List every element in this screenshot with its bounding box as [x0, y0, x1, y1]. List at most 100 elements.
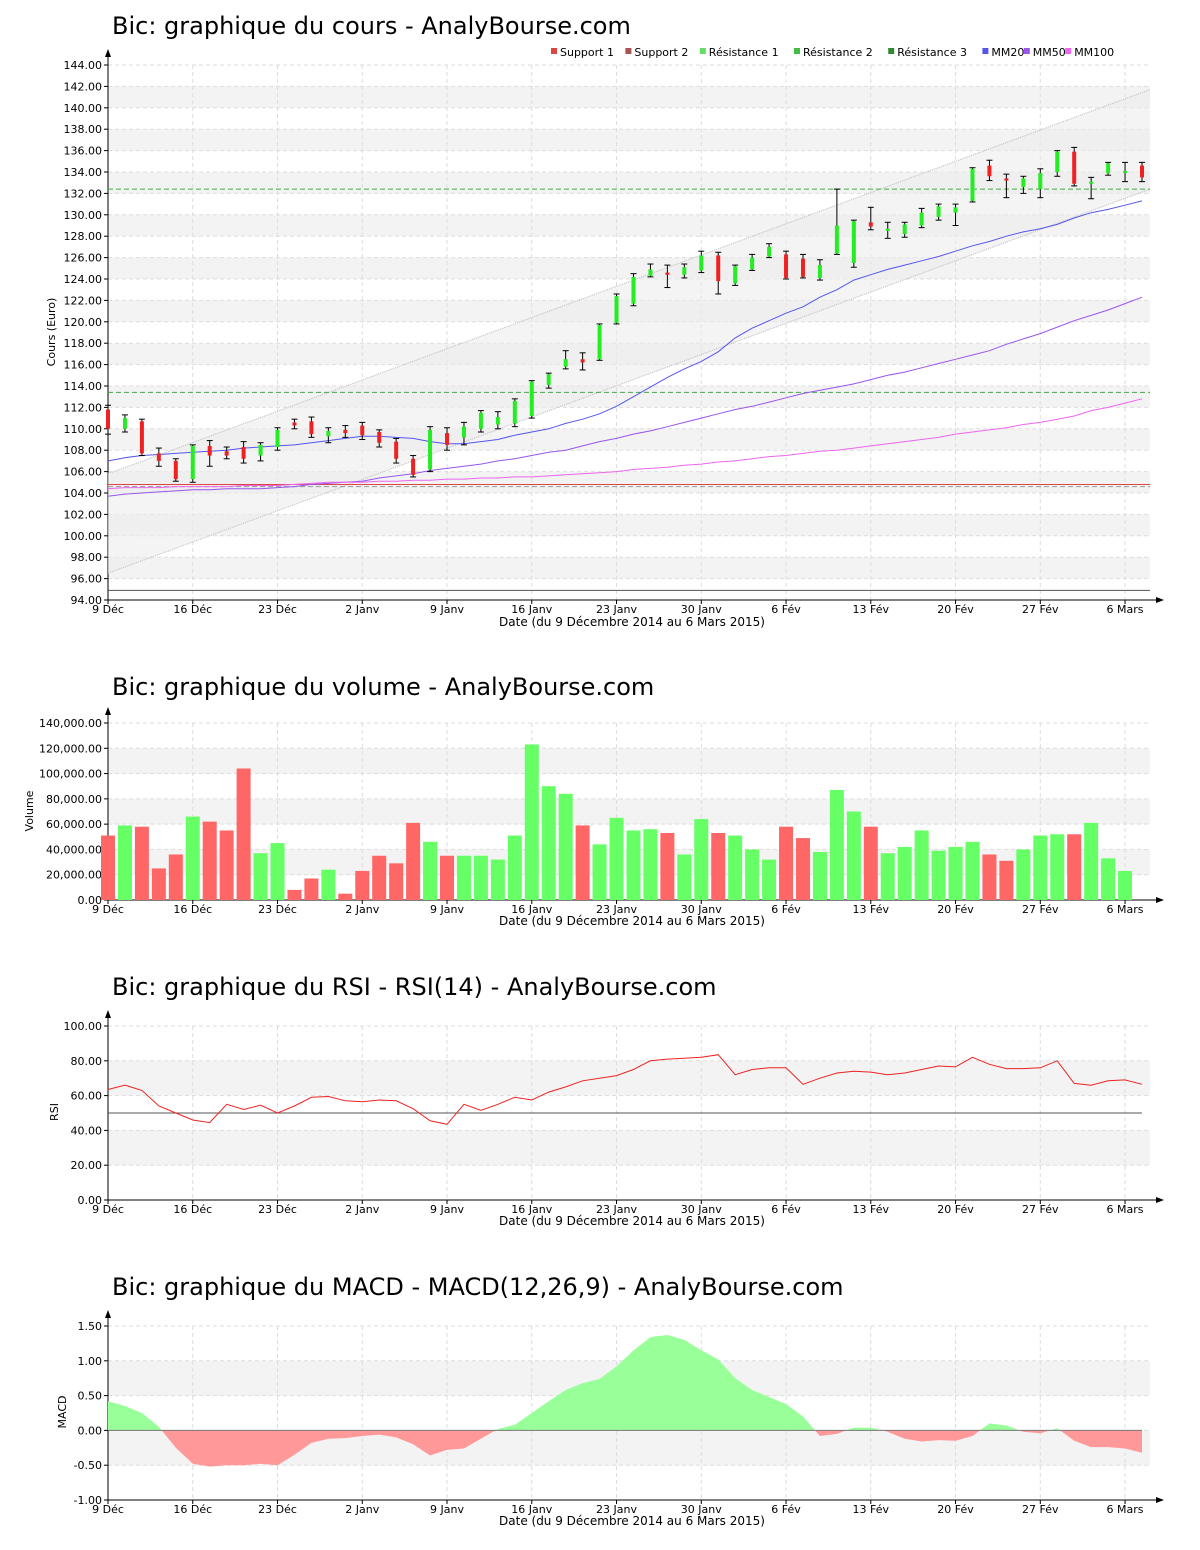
volume-x-axis-arrow	[1156, 897, 1164, 903]
macd-xtick-label: 6 Fév	[771, 1503, 801, 1516]
price-ytick-label: 104.00	[64, 487, 103, 500]
candle-body	[817, 265, 822, 278]
volume-bar	[101, 835, 115, 900]
price-ytick-label: 122.00	[64, 294, 103, 307]
rsi-ytick-label: 0.00	[78, 1194, 103, 1207]
volume-y-axis-arrow	[105, 707, 111, 715]
macd-positive-area	[108, 1335, 1142, 1431]
volume-bar	[897, 846, 912, 900]
price-ytick-label: 128.00	[64, 230, 103, 243]
rsi-y-axis-arrow	[105, 1010, 111, 1018]
price-xtick-label: 20 Fév	[937, 603, 974, 616]
rsi-xtick-label: 27 Fév	[1022, 1203, 1059, 1216]
price-ytick-label: 134.00	[64, 166, 103, 179]
rsi-ytick-label: 20.00	[71, 1159, 103, 1172]
volume-band	[108, 748, 1150, 774]
rsi-ytick-label: 100.00	[64, 1020, 103, 1033]
mm50-line	[107, 296, 1143, 497]
candle-body	[767, 246, 772, 257]
candle-body	[428, 429, 433, 470]
price-xtick-label: 2 Janv	[345, 603, 379, 616]
candle-body	[614, 296, 619, 323]
candle-body	[139, 421, 144, 454]
volume-xtick-label: 16 Janv	[511, 903, 552, 916]
legend-label: Résistance 2	[803, 46, 873, 59]
volume-bar	[558, 793, 573, 900]
candle-body	[394, 441, 399, 459]
volume-bar	[219, 830, 234, 900]
candle-body	[309, 421, 314, 435]
candle-body	[173, 460, 178, 480]
volume-bar	[1118, 870, 1133, 900]
candle-body	[122, 418, 127, 429]
volume-bar	[287, 889, 302, 900]
volume-bar	[728, 835, 743, 900]
volume-bar	[880, 853, 895, 900]
rsi-x-axis-arrow	[1156, 1197, 1164, 1203]
volume-chart-title: Bic: graphique du volume - AnalyBourse.c…	[112, 673, 654, 701]
volume-bar	[440, 855, 455, 900]
volume-band	[108, 798, 1150, 825]
price-ytick-label: 144.00	[64, 59, 103, 72]
volume-ytick-label: 40,000.00	[46, 843, 102, 856]
candle-body	[1089, 181, 1094, 184]
price-ytick-label: 96.00	[71, 573, 103, 586]
rsi-xtick-label: 6 Mars	[1107, 1203, 1144, 1216]
volume-xtick-label: 2 Janv	[345, 903, 379, 916]
volume-ytick-label: 100,000.00	[39, 768, 102, 781]
candle-body	[241, 446, 246, 459]
volume-bar	[304, 878, 319, 900]
price-ytick-label: 102.00	[64, 508, 103, 521]
candle-body	[631, 276, 636, 304]
volume-bar	[338, 893, 353, 900]
price-ytick-label: 116.00	[64, 359, 103, 372]
legend-swatch	[888, 48, 895, 54]
macd-xtick-label: 20 Fév	[937, 1503, 974, 1516]
legend-swatch	[1023, 48, 1030, 54]
legend-swatch	[982, 48, 989, 54]
macd-xtick-label: 6 Mars	[1107, 1503, 1144, 1516]
macd-xtick-label: 13 Fév	[853, 1503, 890, 1516]
rsi-xtick-label: 2 Janv	[345, 1203, 379, 1216]
volume-xtick-label: 16 Déc	[173, 903, 212, 916]
legend-swatch	[794, 48, 800, 54]
volume-bar	[711, 832, 726, 900]
volume-bar	[1101, 858, 1116, 900]
legend-swatch	[625, 48, 632, 54]
price-xtick-label: 6 Mars	[1107, 603, 1144, 616]
candle-body	[326, 430, 331, 437]
volume-bar	[626, 830, 641, 900]
candle-body	[699, 255, 704, 271]
volume-ytick-label: 140,000.00	[39, 717, 102, 730]
volume-bar	[948, 846, 963, 900]
price-ytick-label: 138.00	[64, 123, 103, 136]
candle-body	[156, 453, 161, 461]
candle-body	[411, 458, 416, 475]
rsi-xtick-label: 9 Janv	[430, 1203, 464, 1216]
macd-chart-ylabel: MACD	[56, 1396, 69, 1429]
macd-xtick-label: 30 Janv	[681, 1503, 722, 1516]
legend-label: MM20	[991, 46, 1024, 59]
volume-bar	[1016, 849, 1031, 900]
legend-label: MM50	[1033, 46, 1066, 59]
volume-xtick-label: 13 Fév	[853, 903, 890, 916]
macd-xtick-label: 23 Janv	[596, 1503, 637, 1516]
macd-y-axis-arrow	[105, 1310, 111, 1318]
volume-bar	[490, 859, 505, 900]
volume-bar	[253, 853, 268, 900]
macd-ytick-label: 1.00	[78, 1355, 103, 1368]
legend-label: Résistance 3	[897, 46, 967, 59]
legend-swatch	[551, 48, 557, 54]
volume-bar	[982, 854, 997, 900]
price-chart: Bic: graphique du cours - AnalyBourse.co…	[45, 12, 1164, 629]
candle-body	[733, 266, 738, 284]
price-ytick-label: 118.00	[64, 337, 103, 350]
legend-swatch	[699, 48, 706, 54]
volume-bar	[151, 868, 166, 900]
volume-ytick-label: 80,000.00	[46, 793, 102, 806]
volume-bar	[372, 855, 387, 900]
price-xtick-label: 9 Déc	[92, 603, 124, 616]
candle-body	[461, 426, 466, 438]
volume-ytick-label: 0.00	[78, 894, 103, 907]
